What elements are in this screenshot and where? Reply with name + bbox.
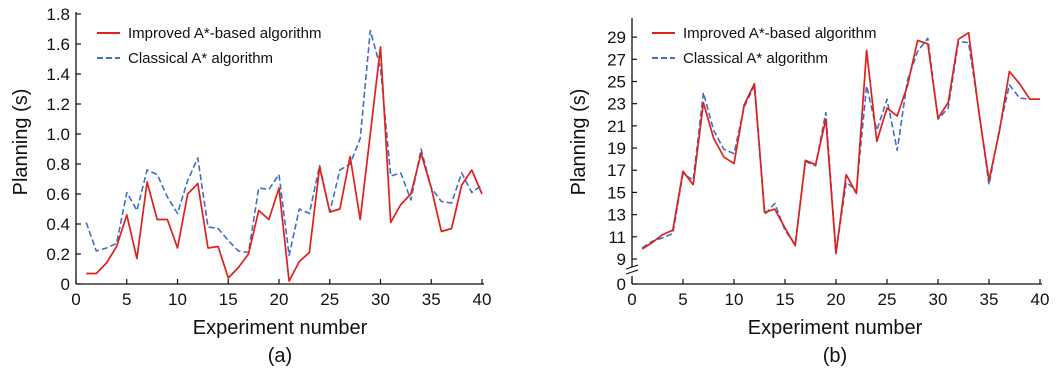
chart-b-x-tick-label: 20 xyxy=(827,290,846,309)
chart-a-x-tick-label: 10 xyxy=(168,290,187,309)
chart-b-ylabel: Planning (s) xyxy=(568,89,590,196)
chart-a-lines xyxy=(85,29,483,282)
chart-a-tick-labels: 0 5 10 15 20 25 30 35 40 0 0.2 0.4 0.6 0.8 1.0 1.2 1.4 1.… xyxy=(46,5,491,309)
chart-b-tick-labels: 0 5 10 15 20 25 30 35 40 0 9 11 13 15 17 19 21 23 25 27 29 xyxy=(607,28,1049,309)
chart-b-caption: (b) xyxy=(823,345,847,367)
chart-b-y-tick-label: 17 xyxy=(607,161,626,180)
chart-a-y-tick-label: 0.6 xyxy=(46,185,70,204)
chart-b-series-improved-line xyxy=(641,31,1040,255)
chart-b-legend: Improved A*-based algorithm Classical A*… xyxy=(652,25,876,67)
chart-b-axis-break-mark xyxy=(625,269,639,275)
chart-a-legend-classical-label: Classical A* algorithm xyxy=(128,50,273,67)
chart-a-y-tick-label: 0.2 xyxy=(46,245,70,264)
chart-b-y-tick-label: 13 xyxy=(607,206,626,225)
chart-b-xlabel: Experiment number xyxy=(748,317,923,339)
chart-b-x-tick-label: 40 xyxy=(1031,290,1050,309)
chart-a-y-tick-label: 1.4 xyxy=(46,65,70,84)
chart-b-x-tick-label: 30 xyxy=(929,290,948,309)
chart-a-x-tick-label: 5 xyxy=(122,290,131,309)
chart-a: 0 5 10 15 20 25 30 35 40 0 0.2 0.4 0.6 0.8 1.0 1.2 1.4 1.… xyxy=(10,5,491,367)
chart-a-series-improved-line xyxy=(86,46,483,282)
chart-a-y-tick-label: 1.0 xyxy=(46,125,70,144)
chart-a-axes xyxy=(75,12,484,285)
chart-a-xlabel: Experiment number xyxy=(193,317,368,339)
chart-b-y-tick-label: 25 xyxy=(607,72,626,91)
chart-b-y-tick-label: 23 xyxy=(607,95,626,114)
chart-a-y-tick-label: 0.4 xyxy=(46,215,70,234)
chart-b-axes xyxy=(625,18,1042,285)
chart-a-y-tick-label: 0.8 xyxy=(46,155,70,174)
chart-b-axis-break-mark xyxy=(625,264,639,270)
chart-a-ylabel: Planning (s) xyxy=(10,89,32,196)
chart-b-x-tick-label: 35 xyxy=(980,290,999,309)
chart-b-y-tick-label: 27 xyxy=(607,50,626,69)
chart-a-caption: (a) xyxy=(268,345,292,367)
chart-b-y-tick-label: 0 xyxy=(617,275,626,294)
chart-b-x-tick-label: 5 xyxy=(678,290,687,309)
chart-b-y-tick-label: 9 xyxy=(617,250,626,269)
chart-a-y-tick-label: 0 xyxy=(61,275,70,294)
chart-a-y-tick-label: 1.2 xyxy=(46,95,70,114)
chart-b-y-tick-label: 19 xyxy=(607,139,626,158)
chart-a-x-tick-label: 40 xyxy=(473,290,492,309)
chart-b-x-tick-label: 15 xyxy=(776,290,795,309)
chart-b-lines xyxy=(641,31,1040,255)
chart-a-x-tick-label: 30 xyxy=(371,290,390,309)
chart-a-y-tick-label: 1.8 xyxy=(46,5,70,24)
chart-b-y-tick-label: 15 xyxy=(607,183,626,202)
chart-b-x-tick-label: 25 xyxy=(878,290,897,309)
chart-a-legend-improved-label: Improved A*-based algorithm xyxy=(128,25,321,42)
chart-a-x-tick-label: 15 xyxy=(219,290,238,309)
chart-a-x-tick-label: 20 xyxy=(270,290,289,309)
chart-b-y-tick-label: 29 xyxy=(607,28,626,47)
chart-a-legend: Improved A*-based algorithm Classical A*… xyxy=(97,25,321,67)
chart-b-x-tick-label: 0 xyxy=(627,290,636,309)
chart-b-legend-improved-label: Improved A*-based algorithm xyxy=(683,25,876,42)
chart-b-x-tick-label: 10 xyxy=(725,290,744,309)
chart-b: 0 5 10 15 20 25 30 35 40 0 9 11 13 15 17 19 21 23 25 27 29 E… xyxy=(568,18,1049,367)
chart-a-y-tick-label: 1.6 xyxy=(46,35,70,54)
chart-b-legend-classical-label: Classical A* algorithm xyxy=(683,50,828,67)
chart-b-y-tick-label: 11 xyxy=(608,228,626,247)
chart-a-x-tick-label: 0 xyxy=(71,290,80,309)
chart-a-x-tick-label: 35 xyxy=(422,290,441,309)
chart-a-x-tick-label: 25 xyxy=(320,290,339,309)
chart-b-y-tick-label: 21 xyxy=(607,117,626,136)
